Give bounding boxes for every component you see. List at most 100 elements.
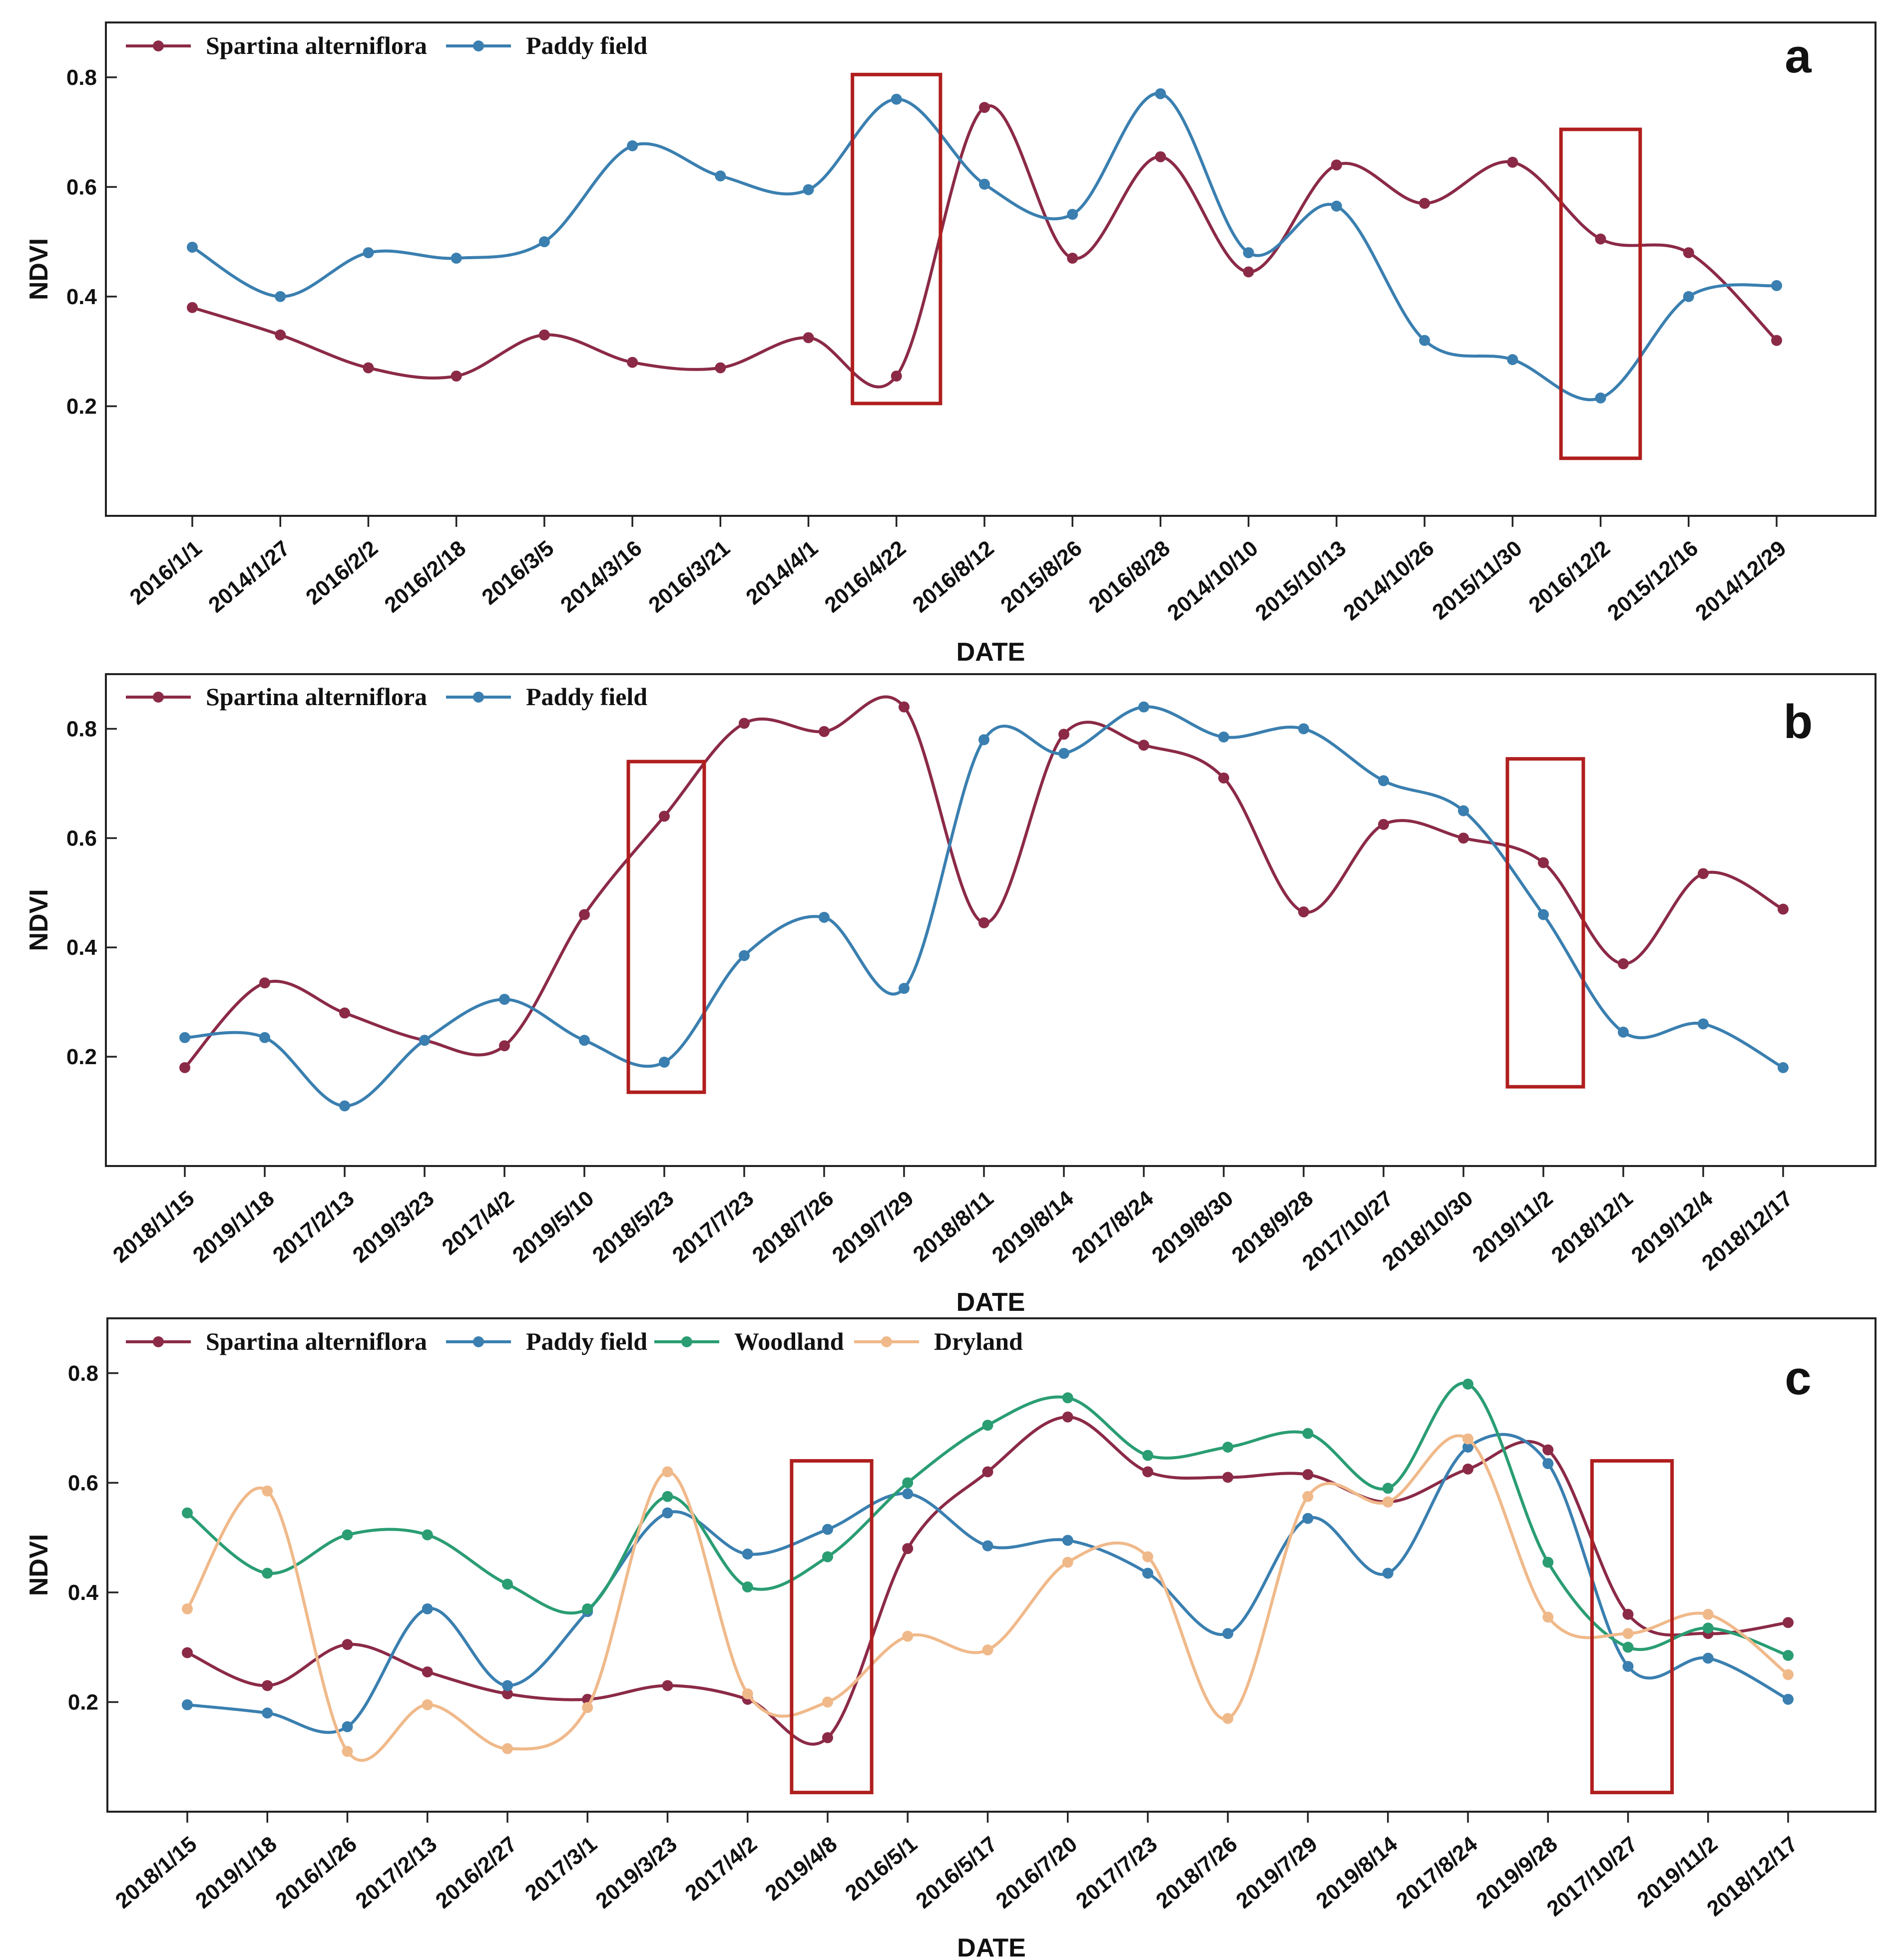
x-tick-label: 2018/1/15	[108, 1186, 199, 1267]
panel-c: 0.20.40.60.82018/1/152019/1/182016/1/262…	[24, 1317, 1877, 1960]
x-tick-label: 2019/5/10	[508, 1186, 598, 1267]
data-point-paddy-field	[538, 236, 550, 248]
data-point-dryland	[1783, 1669, 1794, 1680]
x-tick-label: 2019/8/14	[987, 1186, 1078, 1268]
x-tick-label: 2016/4/22	[820, 536, 911, 617]
series-line-spartina-alterniflora	[183, 695, 1785, 1069]
y-tick-label: 0.8	[66, 65, 97, 90]
y-axis-label: NDVI	[24, 238, 53, 300]
data-point-woodland	[1382, 1483, 1394, 1494]
legend-label-paddy-field: Paddy field	[526, 1327, 647, 1355]
data-point-woodland	[182, 1507, 193, 1519]
data-point-paddy-field	[1062, 1535, 1073, 1546]
data-point-dryland	[1702, 1608, 1714, 1620]
x-tick-label: 2016/5/1	[841, 1832, 922, 1906]
x-tick-label: 2016/3/5	[477, 536, 559, 610]
panel-letter: c	[1785, 1351, 1811, 1405]
series-line-spartina-alterniflora	[191, 104, 1778, 389]
x-tick-label: 2017/7/23	[1071, 1832, 1162, 1913]
data-point-woodland	[1142, 1450, 1153, 1461]
data-point-dryland	[1062, 1557, 1073, 1568]
data-point-woodland	[982, 1420, 993, 1431]
highlight-box	[790, 1459, 874, 1795]
data-point-paddy-field	[1702, 1652, 1714, 1664]
data-point-paddy-field	[1622, 1661, 1634, 1672]
data-point-paddy-field	[451, 253, 462, 264]
data-point-paddy-field	[1222, 1628, 1234, 1639]
highlight-box	[851, 72, 943, 405]
data-point-spartina-alterniflora	[1058, 729, 1069, 740]
data-point-spartina-alterniflora	[899, 701, 910, 713]
legend-marker-paddy-field	[473, 40, 484, 51]
x-tick-label: 2019/7/29	[1231, 1832, 1322, 1913]
legend-label-paddy-field: Paddy field	[526, 683, 647, 711]
data-point-paddy-field	[1698, 1018, 1709, 1030]
x-tick-label: 2015/10/13	[1251, 536, 1351, 625]
data-point-paddy-field	[187, 242, 198, 253]
data-point-spartina-alterniflora	[1218, 772, 1229, 784]
data-point-spartina-alterniflora	[1222, 1472, 1234, 1483]
data-point-paddy-field	[1771, 280, 1782, 291]
legend-label-spartina-alterniflora: Spartina alterniflora	[206, 1327, 427, 1355]
x-tick-label: 2019/11/2	[1468, 1186, 1558, 1267]
y-tick-label: 0.6	[68, 1471, 98, 1495]
data-point-spartina-alterniflora	[579, 909, 590, 920]
x-tick-label: 2014/1/27	[204, 536, 294, 617]
y-tick-label: 0.2	[66, 1045, 97, 1069]
data-point-woodland	[422, 1529, 433, 1541]
data-point-paddy-field	[627, 140, 638, 151]
data-point-spartina-alterniflora	[538, 329, 550, 341]
x-tick-label: 2019/3/23	[348, 1186, 439, 1267]
data-point-dryland	[502, 1743, 513, 1754]
data-point-paddy-field	[819, 912, 830, 923]
data-point-woodland	[1222, 1441, 1234, 1453]
legend-label-paddy-field: Paddy field	[526, 31, 647, 59]
y-tick-label: 0.4	[68, 1580, 99, 1605]
data-point-paddy-field	[1462, 1441, 1473, 1453]
y-tick-label: 0.2	[66, 394, 97, 418]
data-point-spartina-alterniflora	[902, 1543, 914, 1555]
y-tick-label: 0.8	[66, 717, 97, 741]
x-tick-label: 2016/1/26	[271, 1832, 361, 1913]
legend-marker-paddy-field	[473, 1336, 484, 1347]
highlight-box	[1559, 127, 1642, 460]
data-point-paddy-field	[259, 1032, 270, 1043]
legend-marker-spartina-alterniflora	[153, 1336, 164, 1347]
plot-frame	[105, 673, 1877, 1167]
data-point-dryland	[422, 1699, 433, 1710]
x-tick-label: 2019/3/23	[591, 1832, 681, 1913]
legend-label-woodland: Woodland	[734, 1327, 844, 1355]
data-point-woodland	[1702, 1622, 1714, 1634]
data-point-paddy-field	[1538, 909, 1549, 920]
x-tick-label: 2016/8/12	[908, 536, 998, 617]
data-point-woodland	[1302, 1428, 1314, 1439]
data-point-woodland	[502, 1578, 513, 1590]
data-point-paddy-field	[659, 1057, 670, 1068]
y-tick-label: 0.8	[68, 1361, 98, 1386]
data-point-paddy-field	[1331, 200, 1342, 212]
data-point-paddy-field	[179, 1032, 190, 1043]
data-point-spartina-alterniflora	[422, 1666, 433, 1678]
data-point-spartina-alterniflora	[1507, 156, 1518, 168]
series-line-paddy-field	[183, 705, 1785, 1108]
x-tick-label: 2016/3/21	[644, 536, 734, 617]
data-point-spartina-alterniflora	[739, 718, 750, 729]
x-tick-label: 2016/5/17	[911, 1832, 1001, 1913]
data-point-paddy-field	[1595, 392, 1606, 403]
plot-frame	[106, 1317, 1877, 1813]
x-tick-label: 2019/7/29	[828, 1186, 918, 1267]
panel-b: 0.20.40.60.82018/1/152019/1/182017/2/132…	[24, 673, 1877, 1317]
data-point-paddy-field	[1155, 88, 1166, 99]
data-point-woodland	[342, 1529, 353, 1541]
data-point-spartina-alterniflora	[1538, 857, 1549, 868]
data-point-dryland	[1302, 1491, 1314, 1502]
x-tick-label: 2014/10/10	[1163, 536, 1263, 625]
data-point-woodland	[582, 1603, 593, 1614]
x-tick-label: 2015/12/16	[1603, 536, 1703, 625]
data-point-spartina-alterniflora	[978, 917, 989, 928]
x-tick-label: 2014/3/16	[556, 536, 646, 617]
data-point-spartina-alterniflora	[262, 1680, 273, 1691]
data-point-paddy-field	[1243, 247, 1254, 259]
data-point-paddy-field	[1218, 731, 1229, 743]
data-point-spartina-alterniflora	[1778, 903, 1789, 915]
